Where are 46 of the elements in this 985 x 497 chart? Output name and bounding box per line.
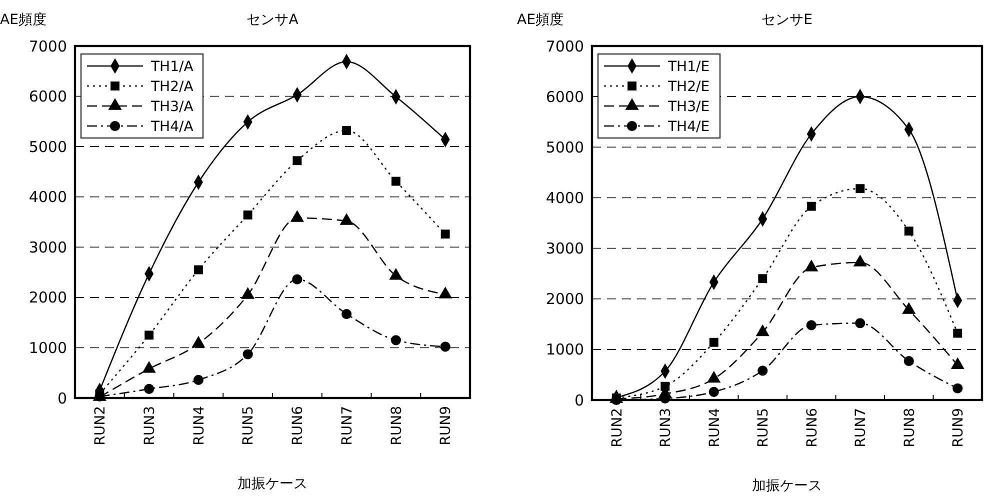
x-tick-label: RUN8 bbox=[388, 406, 405, 446]
x-tick-label: RUN9 bbox=[950, 408, 967, 448]
legend-label: TH1/A bbox=[150, 58, 194, 75]
x-tick-label: RUN7 bbox=[853, 408, 870, 448]
legend-label: TH3/E bbox=[667, 98, 710, 115]
y-tick-label: 2000 bbox=[28, 288, 67, 307]
x-tick-label: RUN7 bbox=[339, 406, 356, 446]
chart-title: センサA bbox=[246, 12, 299, 28]
x-tick-label: RUN5 bbox=[756, 408, 772, 448]
y-axis-title: AE頻度 bbox=[0, 12, 46, 28]
y-tick-label: 3000 bbox=[28, 238, 67, 256]
x-tick-label: RUN8 bbox=[902, 408, 918, 448]
y-tick-label: 3000 bbox=[546, 240, 584, 258]
y-tick-label: 6000 bbox=[28, 88, 67, 106]
legend-label: TH1/E bbox=[667, 58, 710, 75]
y-tick-label: 7000 bbox=[546, 37, 584, 56]
y-tick-label: 0 bbox=[574, 391, 584, 410]
y-tick-label: 7000 bbox=[28, 37, 67, 56]
y-tick-label: 5000 bbox=[546, 138, 584, 156]
y-tick-label: 6000 bbox=[546, 88, 584, 106]
x-axis-title: 加振ケース bbox=[238, 476, 308, 492]
y-tick-label: 5000 bbox=[28, 138, 67, 156]
x-tick-label: RUN2 bbox=[609, 408, 626, 448]
x-tick-label: RUN2 bbox=[92, 406, 109, 446]
x-tick-label: RUN9 bbox=[438, 406, 454, 446]
chart-title: センサE bbox=[762, 12, 812, 28]
y-tick-label: 4000 bbox=[28, 188, 67, 206]
y-tick-label: 1000 bbox=[546, 340, 584, 359]
legend-label: TH2/A bbox=[150, 78, 194, 95]
y-axis-title: AE頻度 bbox=[517, 12, 564, 28]
x-tick-label: RUN4 bbox=[191, 406, 208, 446]
legend-label: TH4/E bbox=[667, 118, 710, 135]
legend-label: TH3/A bbox=[150, 98, 194, 115]
x-tick-label: RUN6 bbox=[804, 408, 820, 448]
x-tick-label: RUN6 bbox=[290, 406, 306, 446]
legend-label: TH2/E bbox=[667, 78, 710, 95]
y-tick-label: 2000 bbox=[546, 290, 584, 308]
y-tick-label: 4000 bbox=[546, 188, 584, 207]
x-axis-title: 加振ケース bbox=[752, 478, 822, 494]
y-tick-label: 0 bbox=[57, 389, 67, 408]
x-tick-label: RUN3 bbox=[658, 408, 674, 448]
y-tick-label: 1000 bbox=[28, 338, 67, 357]
x-tick-label: RUN4 bbox=[706, 408, 723, 448]
legend-label: TH4/A bbox=[150, 118, 194, 135]
x-tick-label: RUN3 bbox=[142, 406, 158, 446]
x-tick-label: RUN5 bbox=[240, 406, 257, 446]
